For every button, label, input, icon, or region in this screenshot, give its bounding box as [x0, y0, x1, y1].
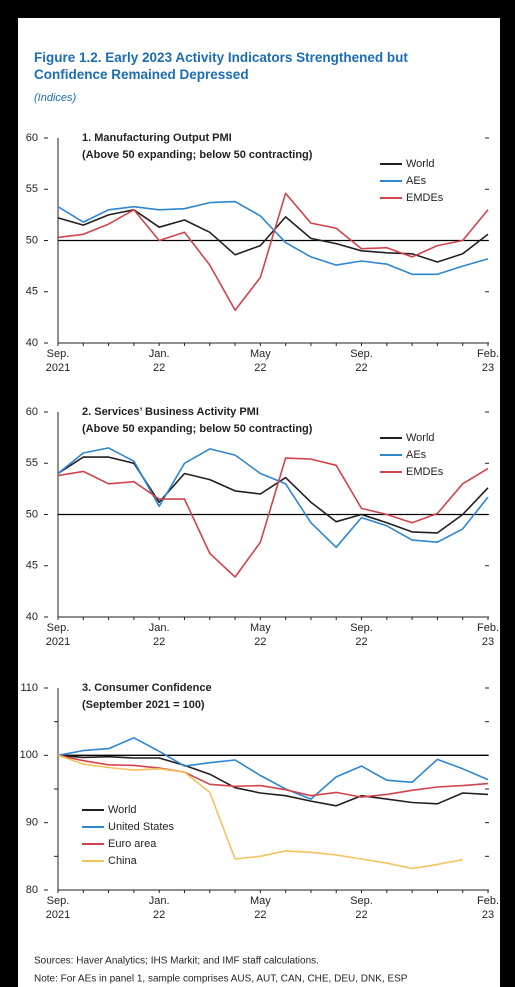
y-tick-label: 50 — [26, 234, 38, 246]
series-line — [57, 200, 489, 276]
panel-title: 1. Manufacturing Output PMI — [82, 132, 232, 144]
series-line — [57, 754, 463, 870]
y-tick-label: 60 — [26, 132, 38, 144]
legend-label: World — [406, 158, 435, 170]
x-tick-label: 22 — [254, 636, 266, 648]
series-line — [57, 754, 489, 807]
x-tick-label: 2021 — [46, 362, 70, 374]
panel-subtitle: (Above 50 expanding; below 50 contractin… — [82, 423, 313, 435]
legend-label: AEs — [406, 175, 427, 187]
x-tick-label: 2021 — [46, 909, 70, 921]
legend-label: United States — [108, 821, 175, 833]
note: Note: For AEs in panel 1, sample compris… — [34, 974, 408, 985]
y-tick-label: 55 — [26, 183, 38, 195]
y-tick-label: 50 — [26, 508, 38, 520]
figure-title-line: Confidence Remained Depressed — [34, 67, 249, 82]
y-tick-label: 55 — [26, 457, 38, 469]
x-tick-label: 22 — [355, 362, 367, 374]
x-tick-label: May — [250, 348, 271, 360]
x-tick-label: Sep. — [47, 348, 70, 360]
y-tick-label: 40 — [26, 611, 38, 623]
series-line — [57, 754, 489, 798]
legend-label: China — [108, 855, 138, 867]
legend-label: EMDEs — [406, 192, 444, 204]
panel-title: 3. Consumer Confidence — [82, 682, 212, 694]
figure-title: Figure 1.2. Early 2023 Activity Indicato… — [34, 50, 408, 82]
y-tick-label: 110 — [20, 682, 38, 694]
figure-title-line: Figure 1.2. Early 2023 Activity Indicato… — [34, 50, 408, 65]
x-tick-label: Jan. — [149, 348, 170, 360]
x-tick-label: 22 — [153, 636, 165, 648]
series-line — [57, 457, 489, 578]
series-line — [57, 737, 489, 800]
x-tick-label: 2021 — [46, 636, 70, 648]
y-tick-label: 80 — [26, 884, 38, 896]
x-tick-label: Sep. — [47, 895, 70, 907]
x-tick-label: Sep. — [350, 895, 373, 907]
y-tick-label: 45 — [26, 286, 38, 298]
x-tick-label: Jan. — [149, 622, 170, 634]
y-tick-label: 45 — [26, 560, 38, 572]
x-tick-label: 22 — [153, 362, 165, 374]
y-tick-label: 60 — [26, 406, 38, 418]
x-tick-label: 22 — [254, 909, 266, 921]
x-tick-label: Feb. — [477, 622, 499, 634]
panel-subtitle: (Above 50 expanding; below 50 contractin… — [82, 149, 313, 161]
legend-label: World — [406, 432, 435, 444]
x-tick-label: May — [250, 895, 271, 907]
y-tick-label: 90 — [26, 817, 38, 829]
sources: Sources: Haver Analytics; IHS Markit; an… — [34, 956, 319, 967]
x-tick-label: 23 — [482, 909, 494, 921]
y-tick-label: 100 — [20, 749, 38, 761]
y-tick-label: 40 — [26, 337, 38, 349]
x-tick-label: 22 — [355, 909, 367, 921]
x-tick-label: 22 — [153, 909, 165, 921]
legend-label: Euro area — [108, 838, 157, 850]
x-tick-label: Feb. — [477, 348, 499, 360]
figure-subtitle: (Indices) — [34, 92, 77, 104]
series-line — [57, 192, 489, 311]
x-tick-label: 22 — [254, 362, 266, 374]
x-tick-label: May — [250, 622, 271, 634]
legend-label: AEs — [406, 449, 427, 461]
series-line — [57, 456, 489, 534]
x-tick-label: Sep. — [350, 348, 373, 360]
background — [18, 18, 500, 987]
x-tick-label: 22 — [355, 636, 367, 648]
legend-label: World — [108, 804, 137, 816]
series-line — [57, 447, 489, 549]
panel-title: 2. Services’ Business Activity PMI — [82, 406, 259, 418]
x-tick-label: 23 — [482, 636, 494, 648]
panel-subtitle: (September 2021 = 100) — [82, 699, 205, 711]
x-tick-label: Jan. — [149, 895, 170, 907]
x-tick-label: Sep. — [350, 622, 373, 634]
legend-label: EMDEs — [406, 466, 444, 478]
x-tick-label: Feb. — [477, 895, 499, 907]
x-tick-label: 23 — [482, 362, 494, 374]
x-tick-label: Sep. — [47, 622, 70, 634]
